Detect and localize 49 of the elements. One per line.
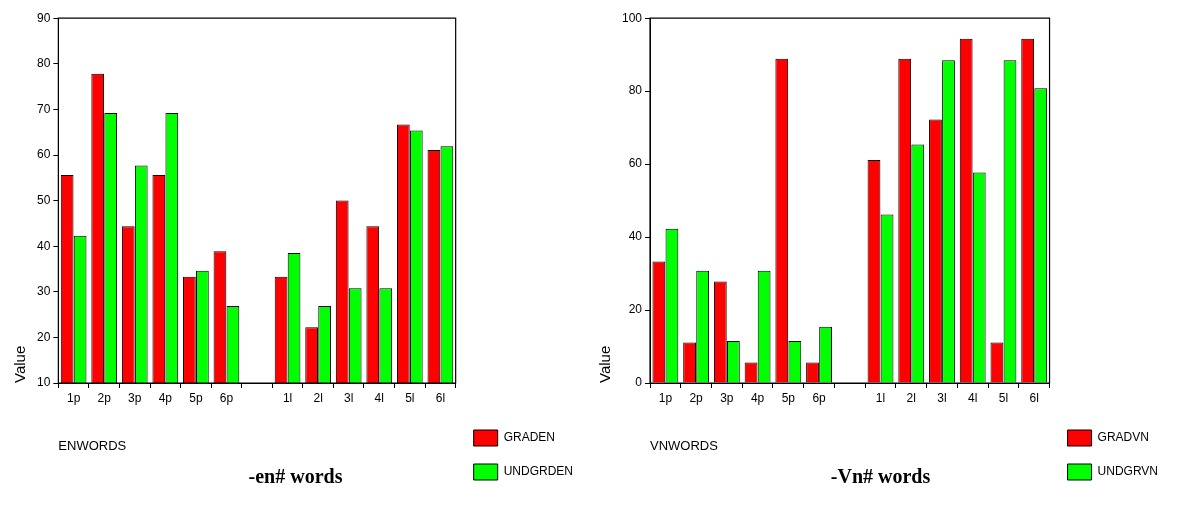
y-tick-label: 20 (628, 302, 643, 317)
y-tick-label: 60 (36, 147, 51, 162)
x-tick-label: 4p (750, 390, 765, 405)
legend-label: UNDGRVN (1097, 464, 1158, 479)
y-axis-title: Value (11, 345, 29, 383)
y-tick-label: 60 (628, 156, 643, 171)
x-axis-title: VNWORDS (650, 437, 719, 453)
x-tick-label: 5l (405, 390, 415, 405)
y-tick-label: 0 (635, 375, 643, 390)
x-tick-label: 5p (781, 390, 796, 405)
y-tick-label: 100 (621, 10, 643, 25)
x-tick-label: 4l (374, 390, 384, 405)
x-tick-label: 3l (344, 390, 354, 405)
x-tick-label: 3l (937, 390, 947, 405)
y-tick-label: 20 (36, 329, 51, 344)
x-tick-label: 2p (689, 390, 704, 405)
y-tick-label: 90 (36, 10, 51, 25)
x-tick-label: 1l (875, 390, 886, 405)
legend-label: GRADEN (503, 430, 556, 445)
x-tick-label: 2l (313, 390, 323, 405)
x-tick-label: 2p (97, 390, 112, 405)
y-tick-label: 80 (36, 56, 51, 71)
x-tick-label: 4l (968, 390, 978, 405)
y-tick-label: 30 (36, 284, 51, 299)
y-axis-title: Value (596, 345, 614, 383)
legend-label: UNDGRDEN (503, 464, 574, 479)
x-tick-label: 3p (128, 390, 142, 405)
x-tick-label: 3p (720, 390, 734, 405)
x-tick-label: 6p (219, 390, 234, 405)
x-tick-label: 5l (998, 390, 1009, 405)
y-tick-label: 40 (36, 238, 51, 253)
x-axis-title: ENWORDS (58, 437, 127, 453)
x-tick-label: 4p (158, 390, 173, 405)
text: -Vn# words (830, 465, 931, 488)
legend-label: GRADVN (1097, 430, 1149, 445)
x-tick-label: 6p (812, 390, 827, 405)
x-tick-label: 6l (1029, 390, 1039, 405)
x-tick-label: 2l (906, 390, 916, 405)
x-tick-label: 1l (282, 390, 293, 405)
y-tick-label: 80 (628, 83, 643, 98)
x-tick-label: 1p (66, 390, 81, 405)
x-tick-label: 1p (658, 390, 673, 405)
x-tick-label: 6l (435, 390, 446, 405)
y-tick-label: 40 (628, 229, 643, 244)
y-tick-label: 50 (36, 192, 51, 207)
x-tick-label: 5p (189, 390, 203, 405)
y-tick-label: 70 (36, 101, 51, 116)
text: -en# words (248, 465, 343, 488)
y-tick-label: 10 (36, 375, 51, 390)
